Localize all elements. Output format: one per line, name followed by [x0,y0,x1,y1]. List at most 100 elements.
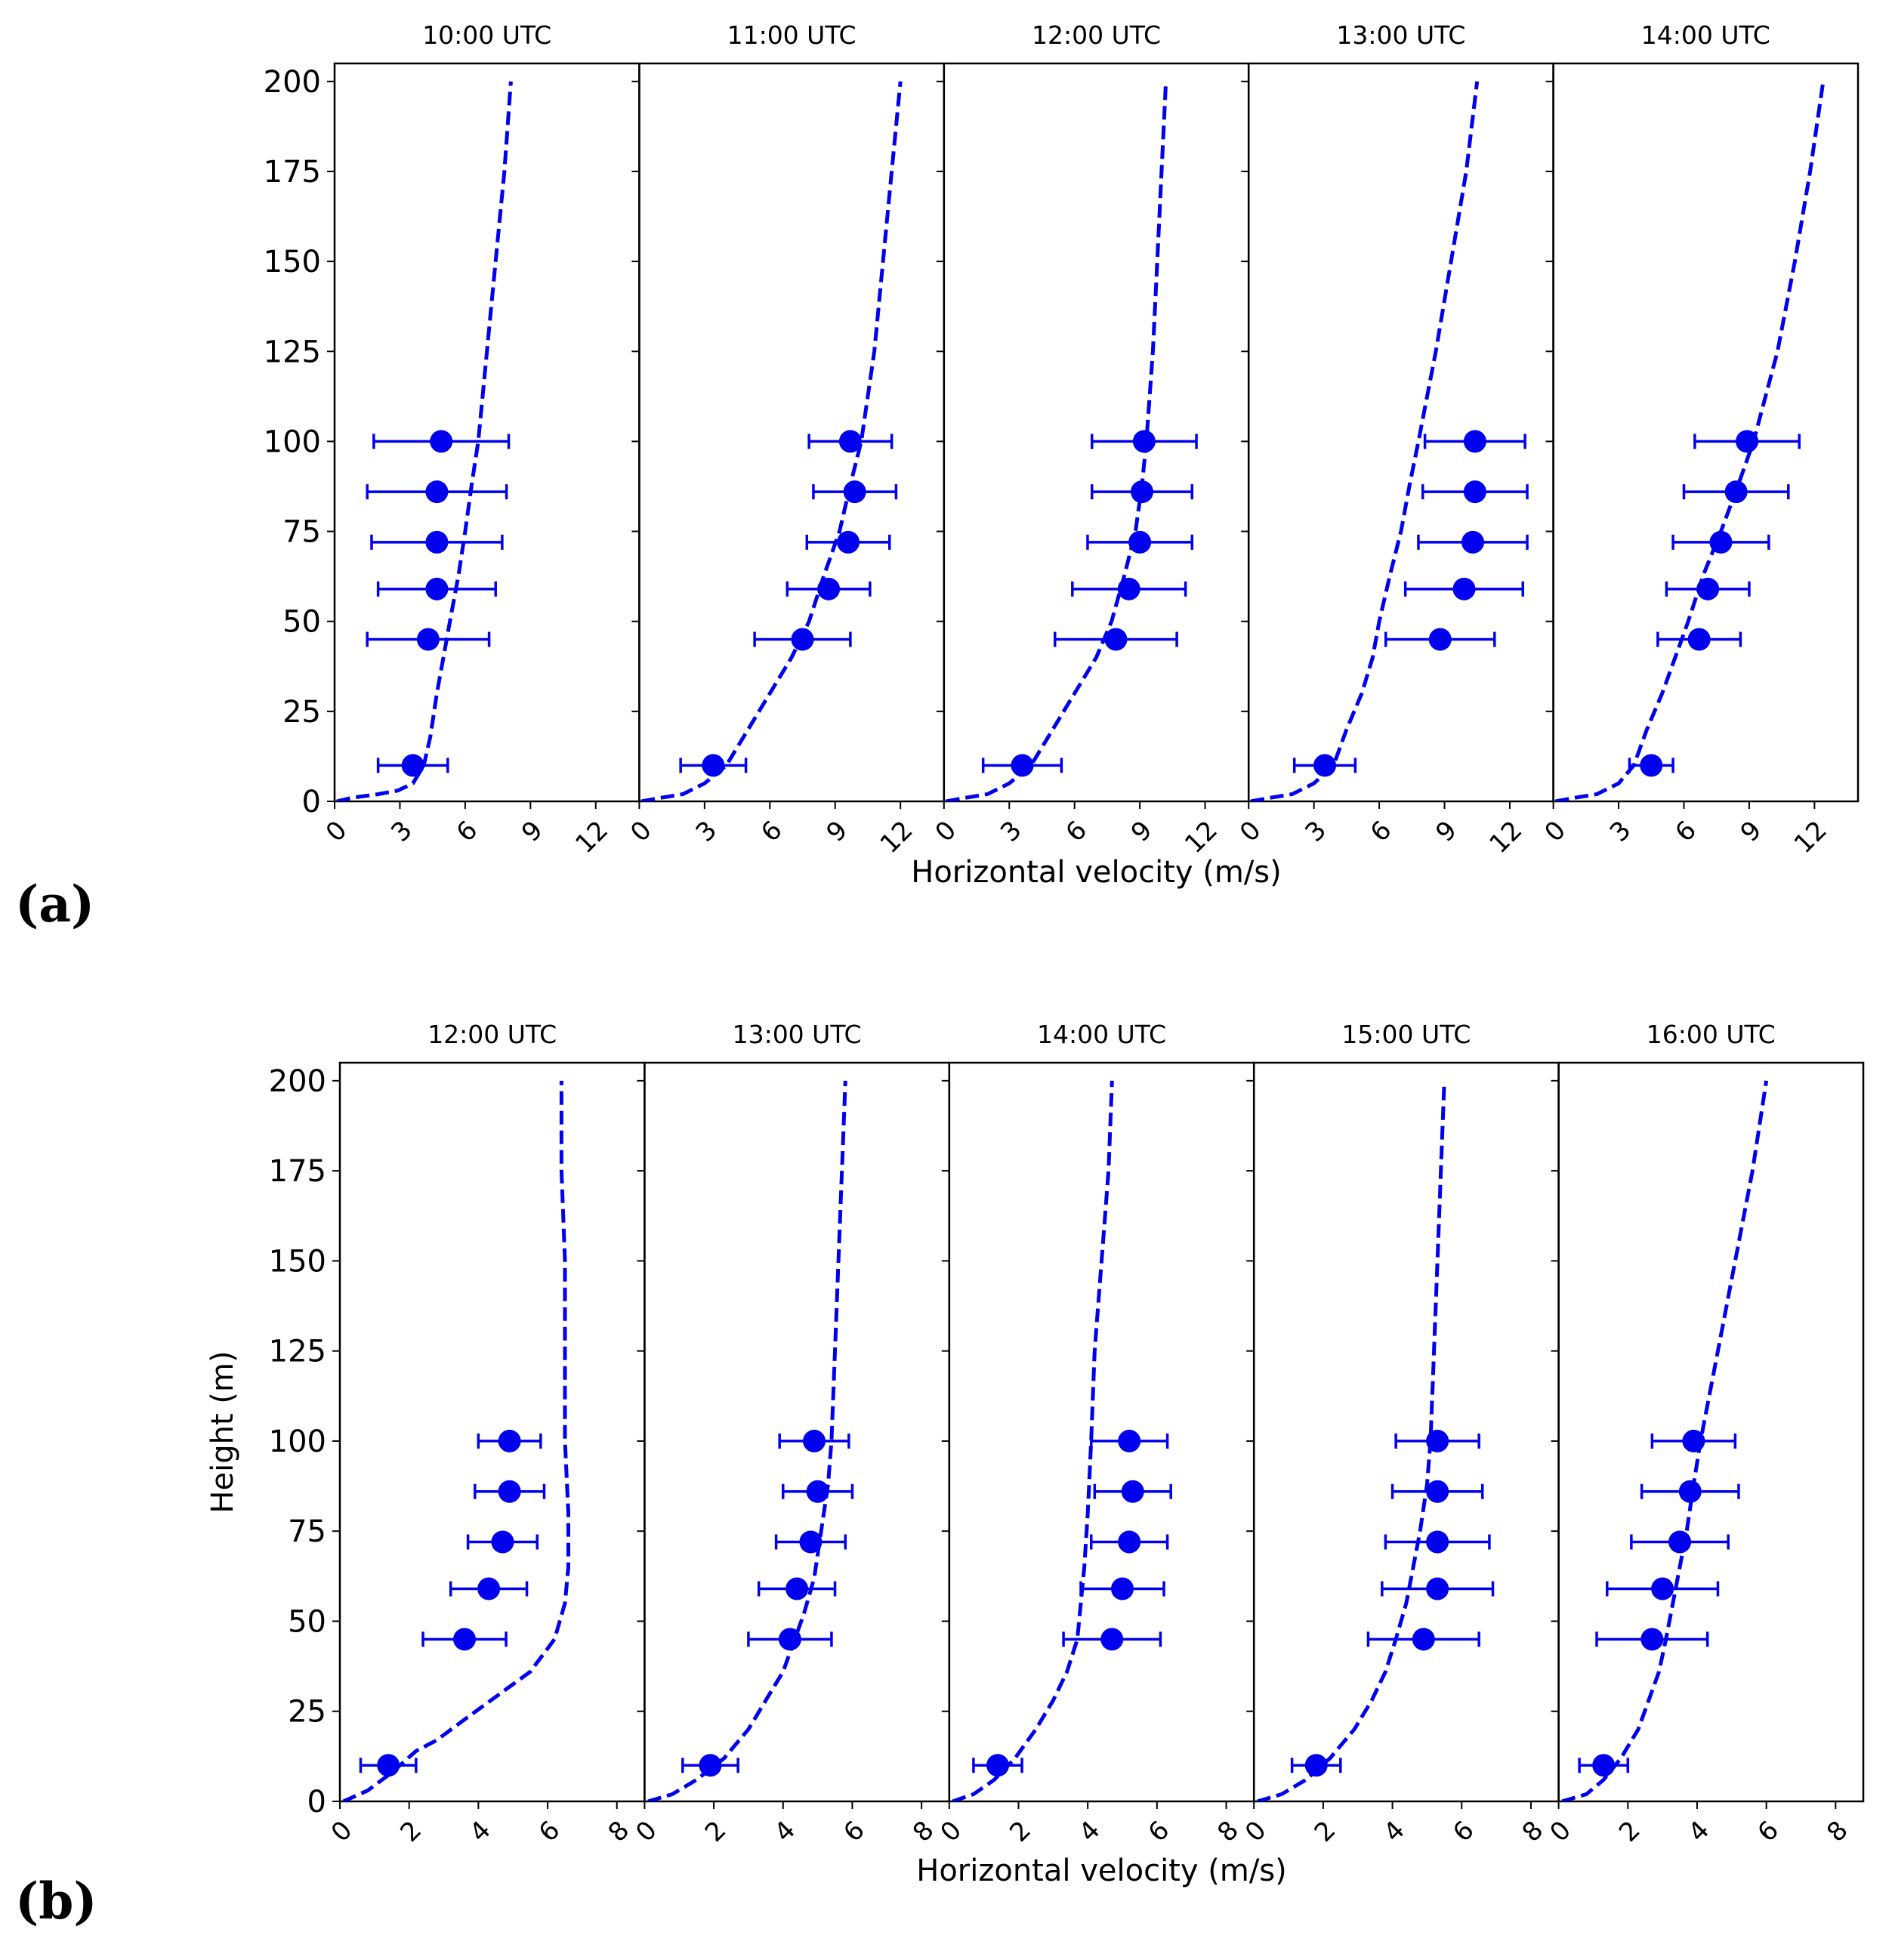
panel-label: (b) [15,1872,97,1931]
observation-point [1131,480,1154,504]
axes-frame [1252,1061,1560,1803]
observation-point [1682,1429,1705,1452]
subplot-title: 10:00 UTC [422,20,551,50]
y-tick-label: 75 [282,515,321,550]
observation-point [425,480,449,504]
observation-point [498,1429,521,1452]
observation-point [1118,1530,1141,1554]
x-tick-label: 0 [625,815,658,848]
x-tick-label: 6 [1365,815,1398,848]
observation-point [1640,1628,1664,1651]
y-tick-label: 200 [264,65,321,100]
x-tick-label: 3 [1299,815,1332,848]
x-tick-label: 8 [603,1815,636,1848]
observation-point [1426,1530,1449,1554]
observation-point [1104,628,1128,651]
x-tick-label: 3 [1604,815,1637,848]
model-profile-line [952,1080,1114,1801]
x-tick-label: 8 [1211,1815,1245,1848]
observation-point [1132,430,1156,453]
axes-frame [333,62,640,803]
x-tick-label: 6 [1669,815,1702,848]
observation-point [1121,1480,1144,1503]
observation-point [838,430,862,453]
model-profile-line [1257,1080,1446,1801]
x-tick-label: 9 [1125,815,1159,848]
x-tick-label: 8 [1821,1815,1854,1848]
axes-frame [1557,1061,1865,1803]
observation-point [1100,1628,1124,1651]
subplot-1-0: 12:00 UTC 0 25 50 75 100 125 150 175 200 0 2 4 6 8 [269,1020,646,1848]
observation-point [425,530,449,554]
axes-frame [644,1061,951,1803]
x-axis-label: Horizontal velocity (m/s) [916,1854,1287,1888]
y-tick-label: 150 [269,1244,326,1279]
model-profile-line [1250,81,1480,801]
x-tick-label: 6 [1143,1815,1176,1848]
x-tick-label: 0 [935,1815,968,1848]
observation-point [843,480,866,504]
x-tick-label: 2 [1004,1815,1037,1848]
y-tick-label: 175 [264,155,321,190]
x-tick-label: 0 [1544,1815,1577,1848]
observation-point [1724,480,1748,504]
x-tick-label: 2 [699,1815,733,1848]
observation-point [1736,430,1759,453]
y-tick-label: 200 [269,1064,326,1099]
observation-point [1463,430,1486,453]
x-tick-label: 4 [1378,1815,1411,1848]
observation-point [1111,1577,1134,1600]
x-tick-label: 9 [1430,815,1463,848]
observation-point [837,530,860,554]
observation-point [491,1530,514,1554]
observation-point [1412,1628,1435,1651]
observation-point [702,754,725,777]
x-tick-label: 8 [907,1815,940,1848]
axes-frame [943,62,1250,803]
observation-point [806,1480,829,1503]
y-tick-label: 100 [264,424,321,459]
y-tick-label: 75 [288,1514,326,1549]
observation-point [1696,577,1720,600]
observation-point [803,1429,826,1452]
subplot-1-1: 13:00 UTC 0 2 4 6 8 [630,1020,951,1848]
x-tick-label: 12 [569,815,614,860]
observation-point [1426,1480,1449,1503]
x-tick-label: 2 [394,1815,427,1848]
observation-point [1426,1429,1449,1452]
observation-point [986,1754,1009,1777]
y-tick-label: 25 [288,1695,326,1730]
x-tick-label: 0 [1239,1815,1273,1848]
subplot-title: 13:00 UTC [1336,20,1465,50]
y-tick-label: 0 [307,1785,326,1820]
observation-point [799,1530,823,1554]
subplot-title: 11:00 UTC [727,20,856,50]
subplot-1-2: 14:00 UTC 0 2 4 6 8 [935,1020,1255,1848]
y-axis-label: Height (m) [205,1350,240,1513]
y-tick-label: 50 [282,605,321,640]
observation-point [1651,1577,1674,1600]
x-tick-label: 6 [451,815,484,848]
subplot-1-3: 15:00 UTC 0 2 4 6 8 [1239,1020,1560,1848]
observation-point [1428,628,1452,651]
y-tick-label: 175 [269,1154,326,1189]
x-tick-label: 12 [1789,815,1833,860]
observation-point [1592,1754,1616,1777]
subplot-1-4: 16:00 UTC 0 2 4 6 8 [1544,1020,1865,1848]
y-tick-label: 125 [264,335,321,369]
x-tick-label: 0 [320,815,353,848]
observation-point [791,628,814,651]
observation-point [453,1628,477,1651]
observation-point [817,577,841,600]
x-tick-label: 6 [1752,1815,1785,1848]
panel-label: (a) [15,875,94,934]
observation-point [498,1480,521,1503]
axes-frame [338,1061,646,1803]
x-tick-label: 3 [385,815,418,848]
axes-frame [948,1061,1255,1803]
model-profile-line [640,81,903,801]
